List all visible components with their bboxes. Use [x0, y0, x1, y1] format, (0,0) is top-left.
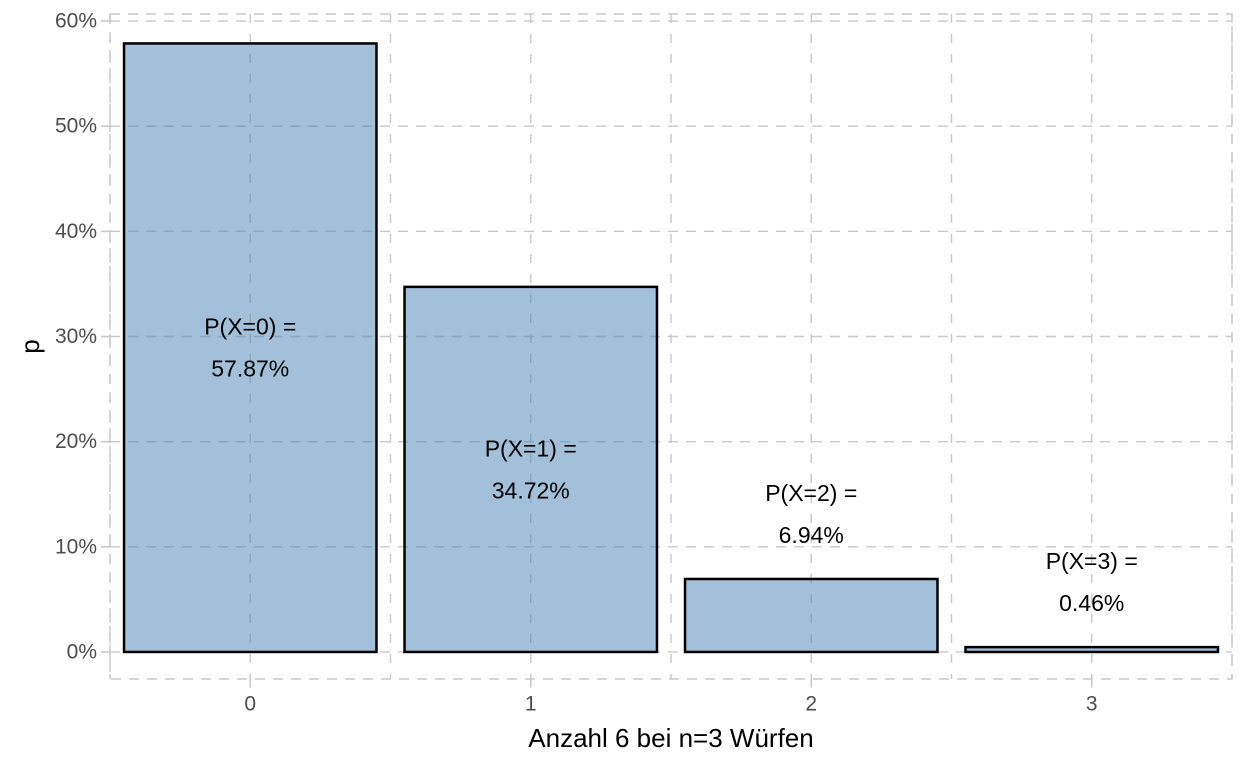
bar-label-line2: 34.72%	[492, 477, 570, 503]
bar-label-line2: 57.87%	[211, 356, 289, 382]
bar-label-line1: P(X=3) =	[1046, 548, 1138, 574]
bar-label-line2: 6.94%	[779, 522, 844, 548]
x-tick-label: 1	[525, 693, 537, 716]
bar	[403, 285, 659, 654]
x-tick-label: 3	[1086, 693, 1098, 716]
x-tick-label: 2	[805, 693, 817, 716]
y-tick-label: 30%	[55, 325, 97, 348]
axis-ticks	[101, 20, 1093, 688]
y-tick-label: 50%	[55, 115, 97, 138]
tick-labels: 0% 10% 20% 30% 40% 50% 60% 0 1 2 3	[55, 10, 1098, 716]
bar	[964, 645, 1220, 654]
y-tick-label: 20%	[55, 430, 97, 453]
panel-border-rect	[109, 13, 1233, 680]
bars	[122, 42, 1220, 654]
y-tick-label: 40%	[55, 220, 97, 243]
y-axis-title: p	[15, 339, 45, 353]
bar-label-line1: P(X=1) =	[485, 435, 577, 461]
bar	[683, 577, 939, 654]
panel-border	[109, 13, 1233, 680]
bar	[122, 42, 378, 654]
bar-label-line2: 0.46%	[1059, 590, 1124, 616]
y-tick-label: 0%	[67, 640, 97, 663]
bar-label-line1: P(X=0) =	[204, 314, 296, 340]
x-tick-label: 0	[244, 693, 256, 716]
bar-labels: P(X=0) = 57.87% P(X=1) = 34.72% P(X=2) = 6.94…	[204, 314, 1138, 616]
bar-label-line1: P(X=2) =	[765, 480, 857, 506]
x-axis-title: Anzahl 6 bei n=3 Würfen	[528, 723, 813, 753]
y-tick-label: 60%	[55, 10, 97, 33]
y-tick-label: 10%	[55, 535, 97, 558]
